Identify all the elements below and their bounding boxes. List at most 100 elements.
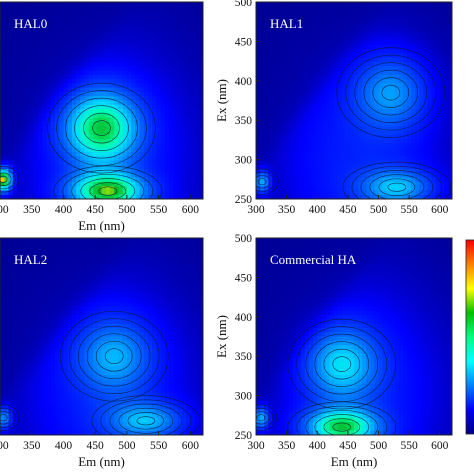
heatmap-cell (341, 177, 347, 183)
heatmap-cell (4, 357, 10, 363)
heatmap-cell (366, 2, 371, 7)
heatmap-cell (443, 2, 449, 7)
heatmap-cell (256, 87, 261, 93)
heatmap-cell (4, 194, 10, 199)
heatmap-cell (114, 27, 120, 33)
heatmap-cell (386, 96, 392, 102)
heatmap-cell (33, 289, 39, 295)
heatmap-cell (186, 40, 191, 46)
heatmap-cell (415, 169, 420, 174)
heatmap-cell (288, 130, 294, 136)
heatmap-cell (8, 366, 14, 372)
heatmap-cell (321, 181, 327, 187)
heatmap-cell (93, 2, 98, 7)
heatmap-cell (25, 336, 31, 342)
heatmap-cell (300, 74, 306, 80)
heatmap-cell (109, 70, 115, 76)
heatmap-cell (309, 151, 314, 157)
heatmap-cell (415, 57, 420, 63)
heatmap-cell (260, 130, 265, 136)
heatmap-cell (329, 156, 335, 162)
heatmap-cell (0, 306, 5, 312)
heatmap-cell (97, 186, 103, 192)
heatmap-cell (21, 31, 26, 37)
heatmap-cell (0, 177, 5, 183)
heatmap-cell (447, 177, 452, 183)
heatmap-cell (164, 70, 170, 76)
heatmap-cell (25, 285, 31, 290)
heatmap-cell (8, 370, 14, 376)
heatmap-cell (370, 147, 376, 153)
heatmap-cell (268, 83, 273, 89)
heatmap-cell (366, 173, 371, 179)
heatmap-cell (29, 289, 35, 295)
heatmap-cell (0, 250, 5, 256)
heatmap-cell (164, 83, 170, 89)
heatmap-cell (407, 14, 412, 20)
heatmap-cell (419, 79, 425, 84)
heatmap-cell (349, 6, 355, 12)
heatmap-cell (143, 87, 149, 93)
heatmap-cell (33, 186, 39, 192)
heatmap-cell (8, 379, 14, 385)
heatmap-cell (59, 169, 65, 174)
heatmap-cell (325, 173, 331, 179)
heatmap-cell (118, 126, 124, 132)
heatmap-cell (97, 126, 103, 132)
heatmap-cell (16, 400, 22, 406)
heatmap-cell (25, 379, 31, 385)
heatmap-cell (431, 151, 437, 157)
heatmap-cell (345, 6, 351, 12)
contour-line (92, 120, 111, 136)
heatmap-cell (8, 327, 14, 333)
heatmap-cell (12, 345, 18, 350)
heatmap-cell (25, 31, 31, 37)
heatmap-cell (292, 173, 298, 179)
x-tick-label: 350 (278, 204, 296, 216)
heatmap-cell (54, 79, 60, 84)
heatmap-cell (272, 27, 278, 33)
panel-bottom-left: HAL2300350400450500550600Em (nm) (0, 237, 204, 469)
heatmap-cell (419, 70, 425, 76)
heatmap-cell (126, 113, 132, 119)
heatmap-cell (0, 181, 5, 187)
heatmap-cell (93, 83, 98, 89)
heatmap-cell (131, 23, 136, 29)
heatmap-cell (177, 173, 183, 179)
heatmap-cell (122, 143, 128, 149)
heatmap-cell (264, 194, 269, 199)
heatmap-cell (349, 79, 355, 84)
heatmap-cell (29, 126, 35, 132)
heatmap-cell (362, 104, 367, 110)
heatmap-cell (25, 53, 31, 59)
heatmap-cell (309, 181, 314, 187)
heatmap-cell (321, 139, 327, 144)
heatmap-cell (181, 74, 187, 80)
heatmap-cell (300, 2, 306, 7)
heatmap-cell (194, 31, 200, 37)
heatmap-cell (29, 117, 35, 123)
heatmap-cell (93, 44, 98, 50)
heatmap-cell (152, 40, 158, 46)
heatmap-cell (12, 379, 18, 385)
heatmap-cell (33, 417, 39, 423)
heatmap-cell (309, 79, 314, 84)
heatmap-cell (16, 327, 22, 333)
heatmap-cell (67, 143, 73, 149)
heatmap-cell (333, 19, 339, 25)
heatmap-cell (423, 14, 429, 20)
heatmap-cell (29, 113, 35, 119)
heatmap-cell (16, 139, 22, 144)
heatmap-cell (25, 49, 31, 54)
heatmap-cell (131, 164, 136, 170)
heatmap-cell (29, 181, 35, 187)
heatmap-cell (126, 6, 132, 12)
heatmap-cell (337, 109, 343, 114)
heatmap-cell (42, 126, 48, 132)
heatmap-cell (8, 130, 14, 136)
heatmap-cell (309, 31, 314, 37)
heatmap-cell (38, 242, 43, 248)
heatmap-cell (97, 117, 103, 123)
heatmap-cell (177, 151, 183, 157)
heatmap-cell (29, 70, 35, 76)
